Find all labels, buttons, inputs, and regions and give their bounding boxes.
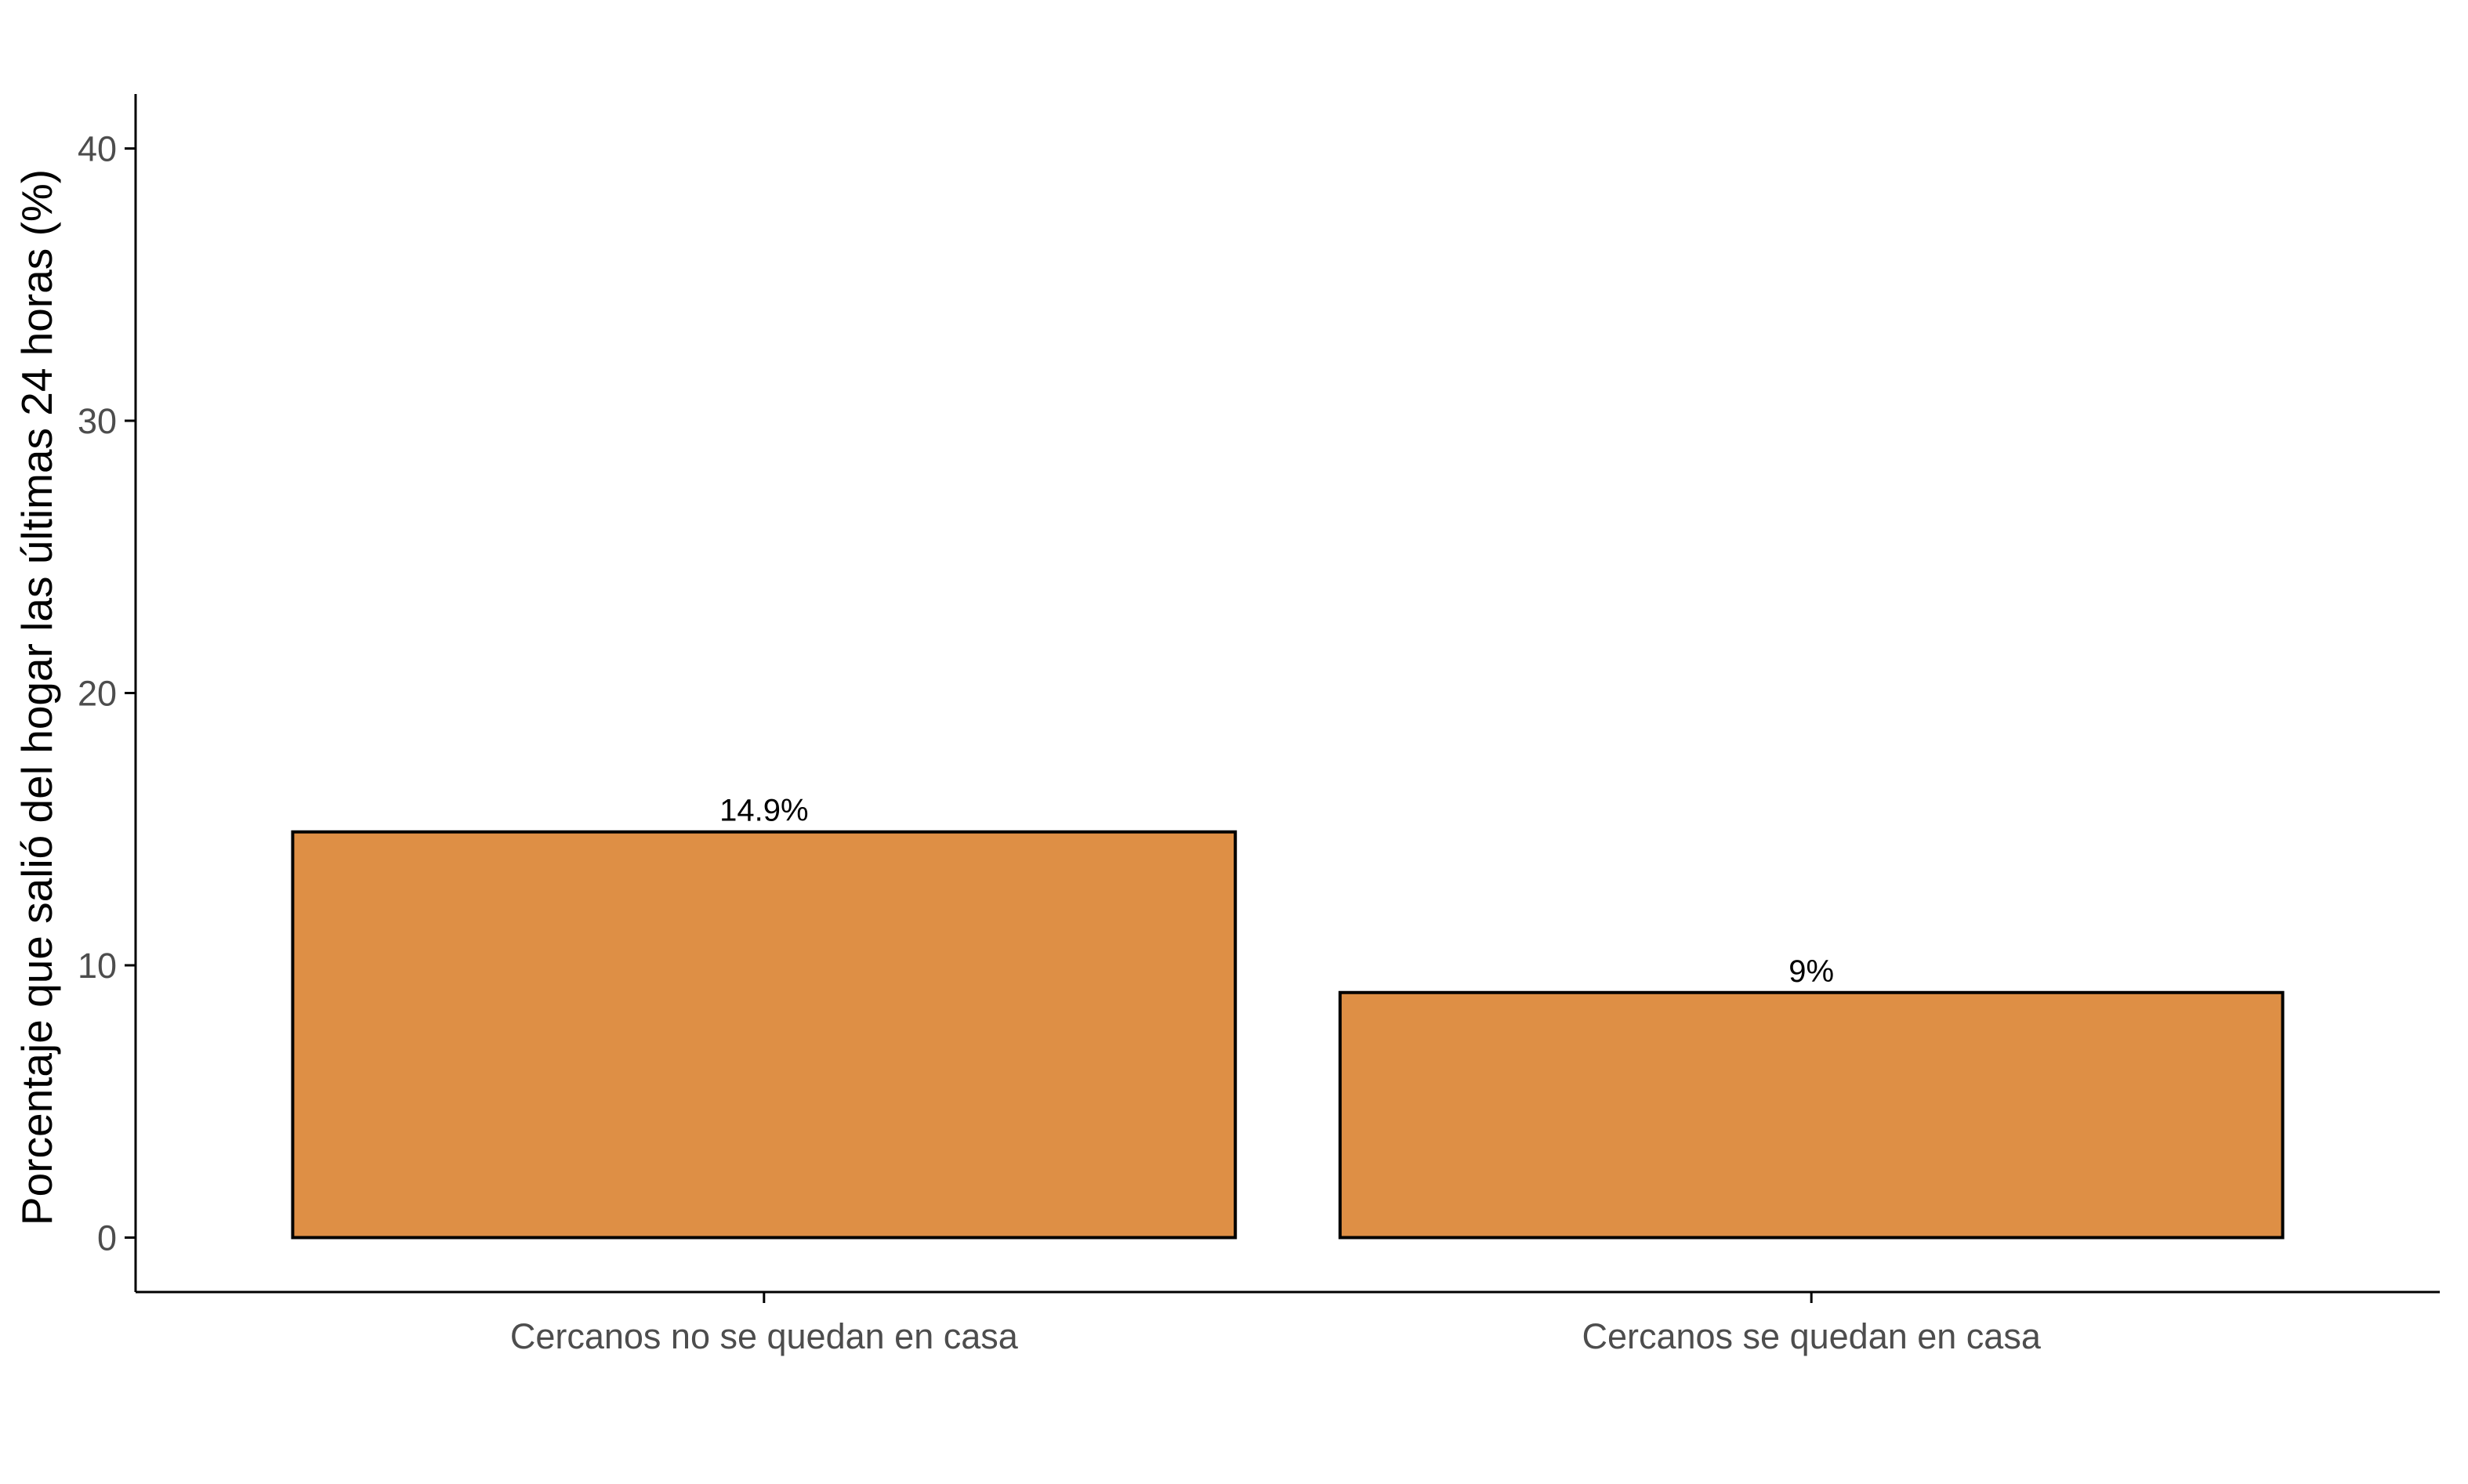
bar [1338, 990, 2285, 1240]
bar-value-label: 14.9% [719, 794, 808, 828]
bar-value-label: 9% [1788, 954, 1834, 989]
bar [291, 830, 1238, 1240]
y-tick-label: 30 [78, 401, 117, 441]
y-tick-label: 20 [78, 674, 117, 714]
y-tick-label: 10 [78, 946, 117, 986]
bars-layer [291, 830, 2285, 1240]
y-tick-label: 40 [78, 129, 117, 169]
x-tick-label: Cercanos se quedan en casa [1582, 1316, 2041, 1356]
y-tick-label: 0 [97, 1218, 117, 1258]
x-tick-label: Cercanos no se quedan en casa [510, 1316, 1019, 1356]
y-axis-title: Porcentaje que salió del hogar las últim… [13, 169, 61, 1225]
y-axis: 0 10 20 30 40 [78, 94, 137, 1292]
data-labels-layer: 14.9% 9% [719, 794, 1834, 989]
x-axis: Cercanos no se quedan en casa Cercanos se… [136, 1290, 2440, 1356]
